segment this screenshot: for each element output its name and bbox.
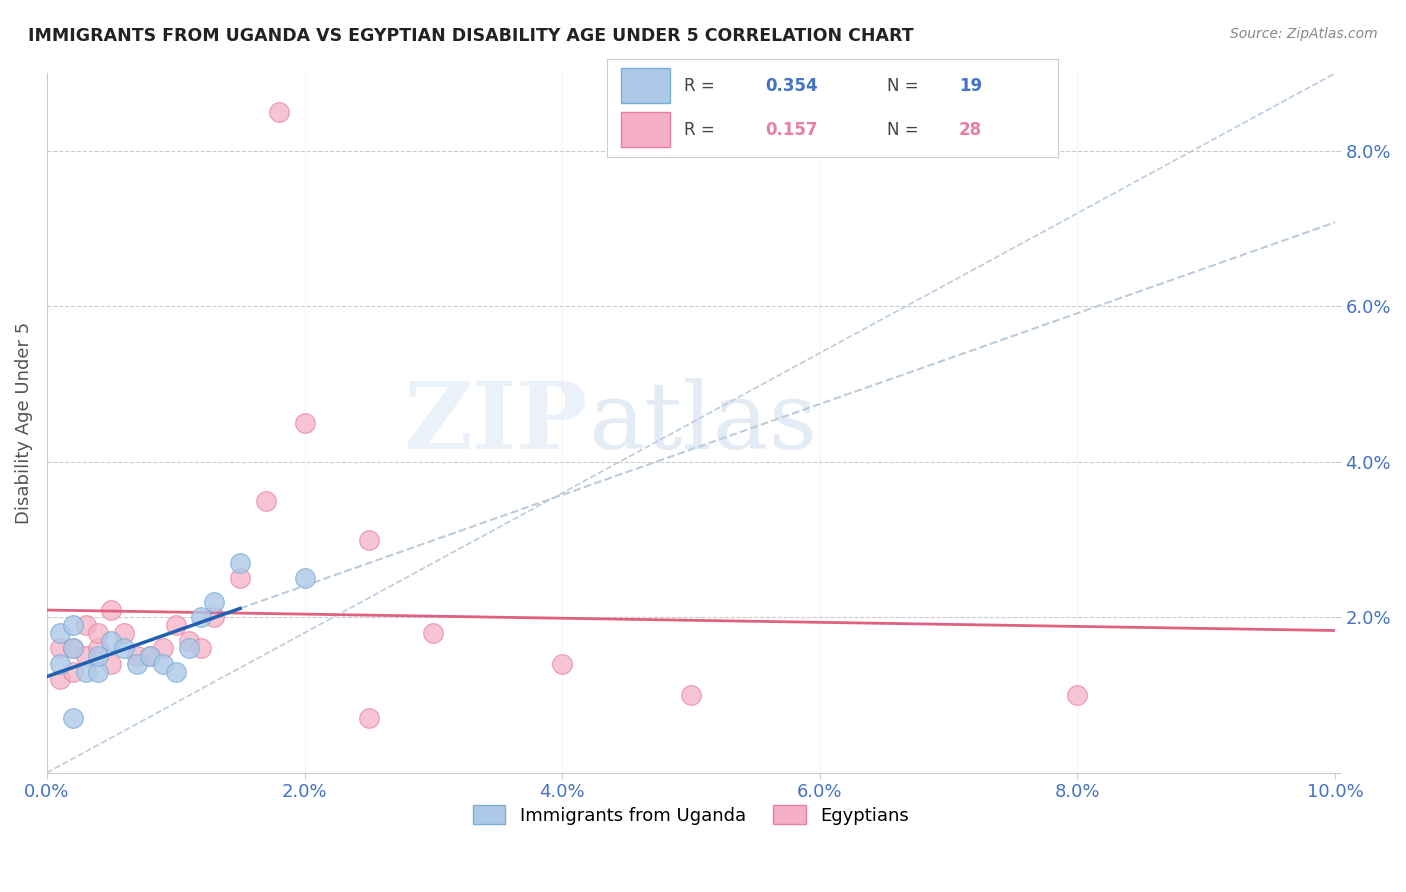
Egyptians xyxy=(49,673,72,687)
Immigrants from Uganda xyxy=(152,657,174,671)
Immigrants from Uganda xyxy=(229,556,252,570)
Egyptians xyxy=(267,105,290,120)
Immigrants from Uganda xyxy=(75,665,97,679)
Immigrants from Uganda xyxy=(139,649,162,664)
Immigrants from Uganda xyxy=(125,657,148,671)
Egyptians xyxy=(87,641,110,656)
Egyptians xyxy=(75,649,97,664)
Egyptians xyxy=(190,641,212,656)
Egyptians xyxy=(75,618,97,632)
Immigrants from Uganda xyxy=(62,641,84,656)
Egyptians xyxy=(100,602,122,616)
Immigrants from Uganda xyxy=(165,665,187,679)
Immigrants from Uganda xyxy=(190,610,212,624)
Immigrants from Uganda xyxy=(112,641,135,656)
Egyptians xyxy=(62,665,84,679)
Egyptians xyxy=(551,657,574,671)
Egyptians xyxy=(679,688,702,702)
Egyptians xyxy=(294,416,316,430)
Y-axis label: Disability Age Under 5: Disability Age Under 5 xyxy=(15,322,32,524)
Egyptians xyxy=(254,493,277,508)
Egyptians xyxy=(165,618,187,632)
Immigrants from Uganda xyxy=(62,711,84,725)
Text: IMMIGRANTS FROM UGANDA VS EGYPTIAN DISABILITY AGE UNDER 5 CORRELATION CHART: IMMIGRANTS FROM UGANDA VS EGYPTIAN DISAB… xyxy=(28,27,914,45)
Egyptians xyxy=(422,625,444,640)
Egyptians xyxy=(87,625,110,640)
Immigrants from Uganda xyxy=(177,641,200,656)
Egyptians xyxy=(202,610,225,624)
Text: ZIP: ZIP xyxy=(404,378,588,468)
Egyptians xyxy=(125,649,148,664)
Egyptians xyxy=(49,641,72,656)
Immigrants from Uganda xyxy=(87,665,110,679)
Egyptians xyxy=(112,625,135,640)
Immigrants from Uganda xyxy=(202,595,225,609)
Immigrants from Uganda xyxy=(62,618,84,632)
Text: Source: ZipAtlas.com: Source: ZipAtlas.com xyxy=(1230,27,1378,41)
Immigrants from Uganda xyxy=(100,633,122,648)
Egyptians xyxy=(357,533,380,547)
Legend: Immigrants from Uganda, Egyptians: Immigrants from Uganda, Egyptians xyxy=(464,797,918,834)
Egyptians xyxy=(139,649,162,664)
Egyptians xyxy=(100,657,122,671)
Egyptians xyxy=(152,641,174,656)
Egyptians xyxy=(177,633,200,648)
Egyptians xyxy=(1066,688,1088,702)
Immigrants from Uganda xyxy=(49,657,72,671)
Immigrants from Uganda xyxy=(87,649,110,664)
Egyptians xyxy=(62,641,84,656)
Egyptians xyxy=(357,711,380,725)
Text: atlas: atlas xyxy=(588,378,817,468)
Immigrants from Uganda xyxy=(49,625,72,640)
Immigrants from Uganda xyxy=(294,572,316,586)
Egyptians xyxy=(229,572,252,586)
